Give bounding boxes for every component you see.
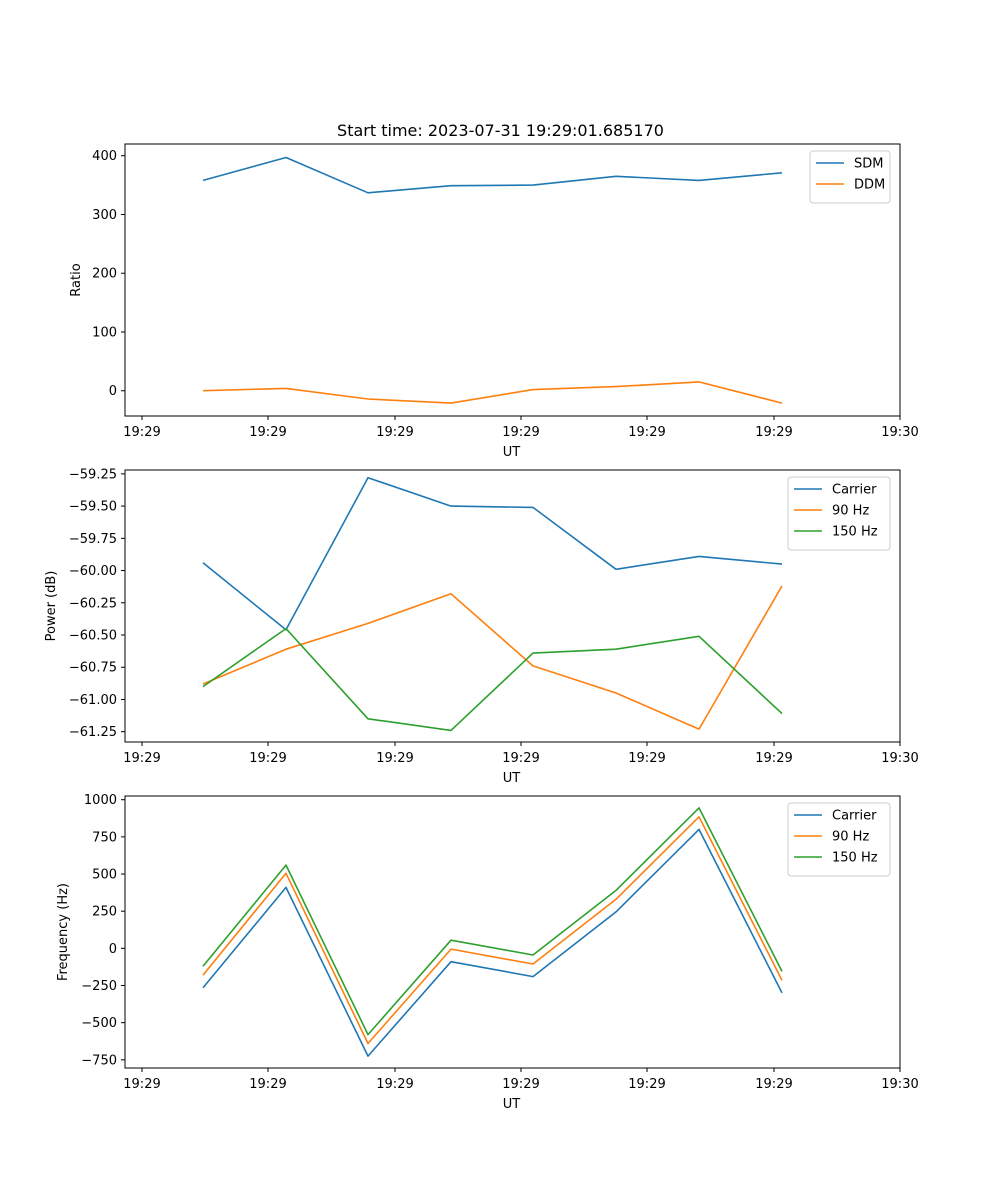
x-tick-label: 19:29	[249, 751, 286, 766]
x-tick-label: 19:29	[123, 1077, 160, 1092]
y-tick-label: −59.75	[69, 532, 117, 547]
y-tick-label: −60.25	[69, 596, 117, 611]
x-tick-label: 19:29	[755, 425, 792, 440]
y-tick-label: 0	[109, 942, 117, 957]
x-tick-label: 19:29	[249, 425, 286, 440]
y-tick-label: 300	[92, 208, 117, 223]
x-tick-label: 19:30	[881, 751, 918, 766]
x-tick-label: 19:29	[755, 751, 792, 766]
legend-entry: 90 Hz	[832, 504, 869, 519]
legend-entry: 90 Hz	[832, 830, 869, 845]
x-axis-label: UT	[503, 445, 521, 460]
chart-title: Start time: 2023-07-31 19:29:01.685170	[337, 121, 664, 140]
y-tick-label: −750	[81, 1053, 117, 1068]
series-line-carrier	[202, 476, 783, 631]
subplot-2: 19:29 19:29 19:29 19:29 19:29 19:29 19:30 −61.2…	[44, 467, 919, 786]
y-tick-label: −61.25	[69, 725, 117, 740]
x-tick-label: 19:29	[123, 425, 160, 440]
y-tick-label: 500	[92, 868, 117, 883]
x-tick-label: 19:30	[881, 1077, 918, 1092]
y-axis-label: Frequency (Hz)	[56, 883, 71, 981]
legend: Carrier 90 Hz 150 Hz	[787, 476, 891, 551]
series-line-90-hz	[202, 815, 783, 1045]
legend: SDM DDM	[809, 150, 891, 204]
x-tick-label: 19:29	[376, 1077, 413, 1092]
legend-entry: Carrier	[832, 483, 877, 498]
series-line-sdm	[202, 156, 783, 194]
x-axis-label: UT	[503, 771, 521, 786]
x-axis-label: UT	[503, 1097, 521, 1112]
y-tick-label: 250	[92, 905, 117, 920]
y-tick-label: −60.00	[69, 564, 117, 579]
legend-box	[809, 150, 891, 204]
legend-entry: DDM	[854, 178, 885, 193]
x-tick-label: 19:29	[502, 751, 539, 766]
x-tick-label: 19:29	[502, 1077, 539, 1092]
x-tick-label: 19:29	[123, 751, 160, 766]
series-line-ddm	[202, 381, 783, 404]
y-tick-label: 0	[109, 384, 117, 399]
y-tick-label: 100	[92, 325, 117, 340]
y-tick-label: 750	[92, 830, 117, 845]
legend: Carrier 90 Hz 150 Hz	[787, 802, 891, 877]
x-tick-label: 19:29	[628, 425, 665, 440]
x-tick-label: 19:29	[376, 751, 413, 766]
legend-entry: Carrier	[832, 809, 877, 824]
y-tick-label: 1000	[84, 793, 117, 808]
x-tick-label: 19:29	[628, 751, 665, 766]
y-tick-label: −59.50	[69, 500, 117, 515]
x-tick-label: 19:29	[249, 1077, 286, 1092]
y-tick-label: 200	[92, 267, 117, 282]
series-line-150-hz	[202, 627, 783, 732]
y-tick-label: −59.25	[69, 467, 117, 482]
axes-frame	[124, 469, 901, 743]
subplot-1: 19:29 19:29 19:29 19:29 19:29 19:29 19:30 0 100 2…	[69, 121, 919, 460]
y-tick-label: −60.75	[69, 661, 117, 676]
x-tick-label: 19:29	[755, 1077, 792, 1092]
series-line-carrier	[202, 828, 783, 1057]
x-tick-label: 19:30	[881, 425, 918, 440]
y-axis-label: Power (dB)	[44, 571, 59, 642]
axes-frame	[124, 143, 901, 417]
legend-entry: 150 Hz	[832, 525, 878, 540]
y-tick-label: −60.50	[69, 629, 117, 644]
axes-frame	[124, 795, 901, 1069]
y-tick-label: −250	[81, 979, 117, 994]
y-tick-label: −500	[81, 1016, 117, 1031]
y-tick-label: −61.00	[69, 693, 117, 708]
legend-entry: SDM	[854, 157, 883, 172]
x-tick-label: 19:29	[628, 1077, 665, 1092]
y-tick-label: 400	[92, 149, 117, 164]
subplot-3: 19:29 19:29 19:29 19:29 19:29 19:29 19:30 −750 −…	[56, 793, 919, 1112]
y-axis-label: Ratio	[69, 263, 84, 296]
series-line-150-hz	[202, 807, 783, 1036]
legend-entry: 150 Hz	[832, 851, 878, 866]
x-tick-label: 19:29	[376, 425, 413, 440]
x-tick-label: 19:29	[502, 425, 539, 440]
series-line-90-hz	[202, 585, 783, 730]
